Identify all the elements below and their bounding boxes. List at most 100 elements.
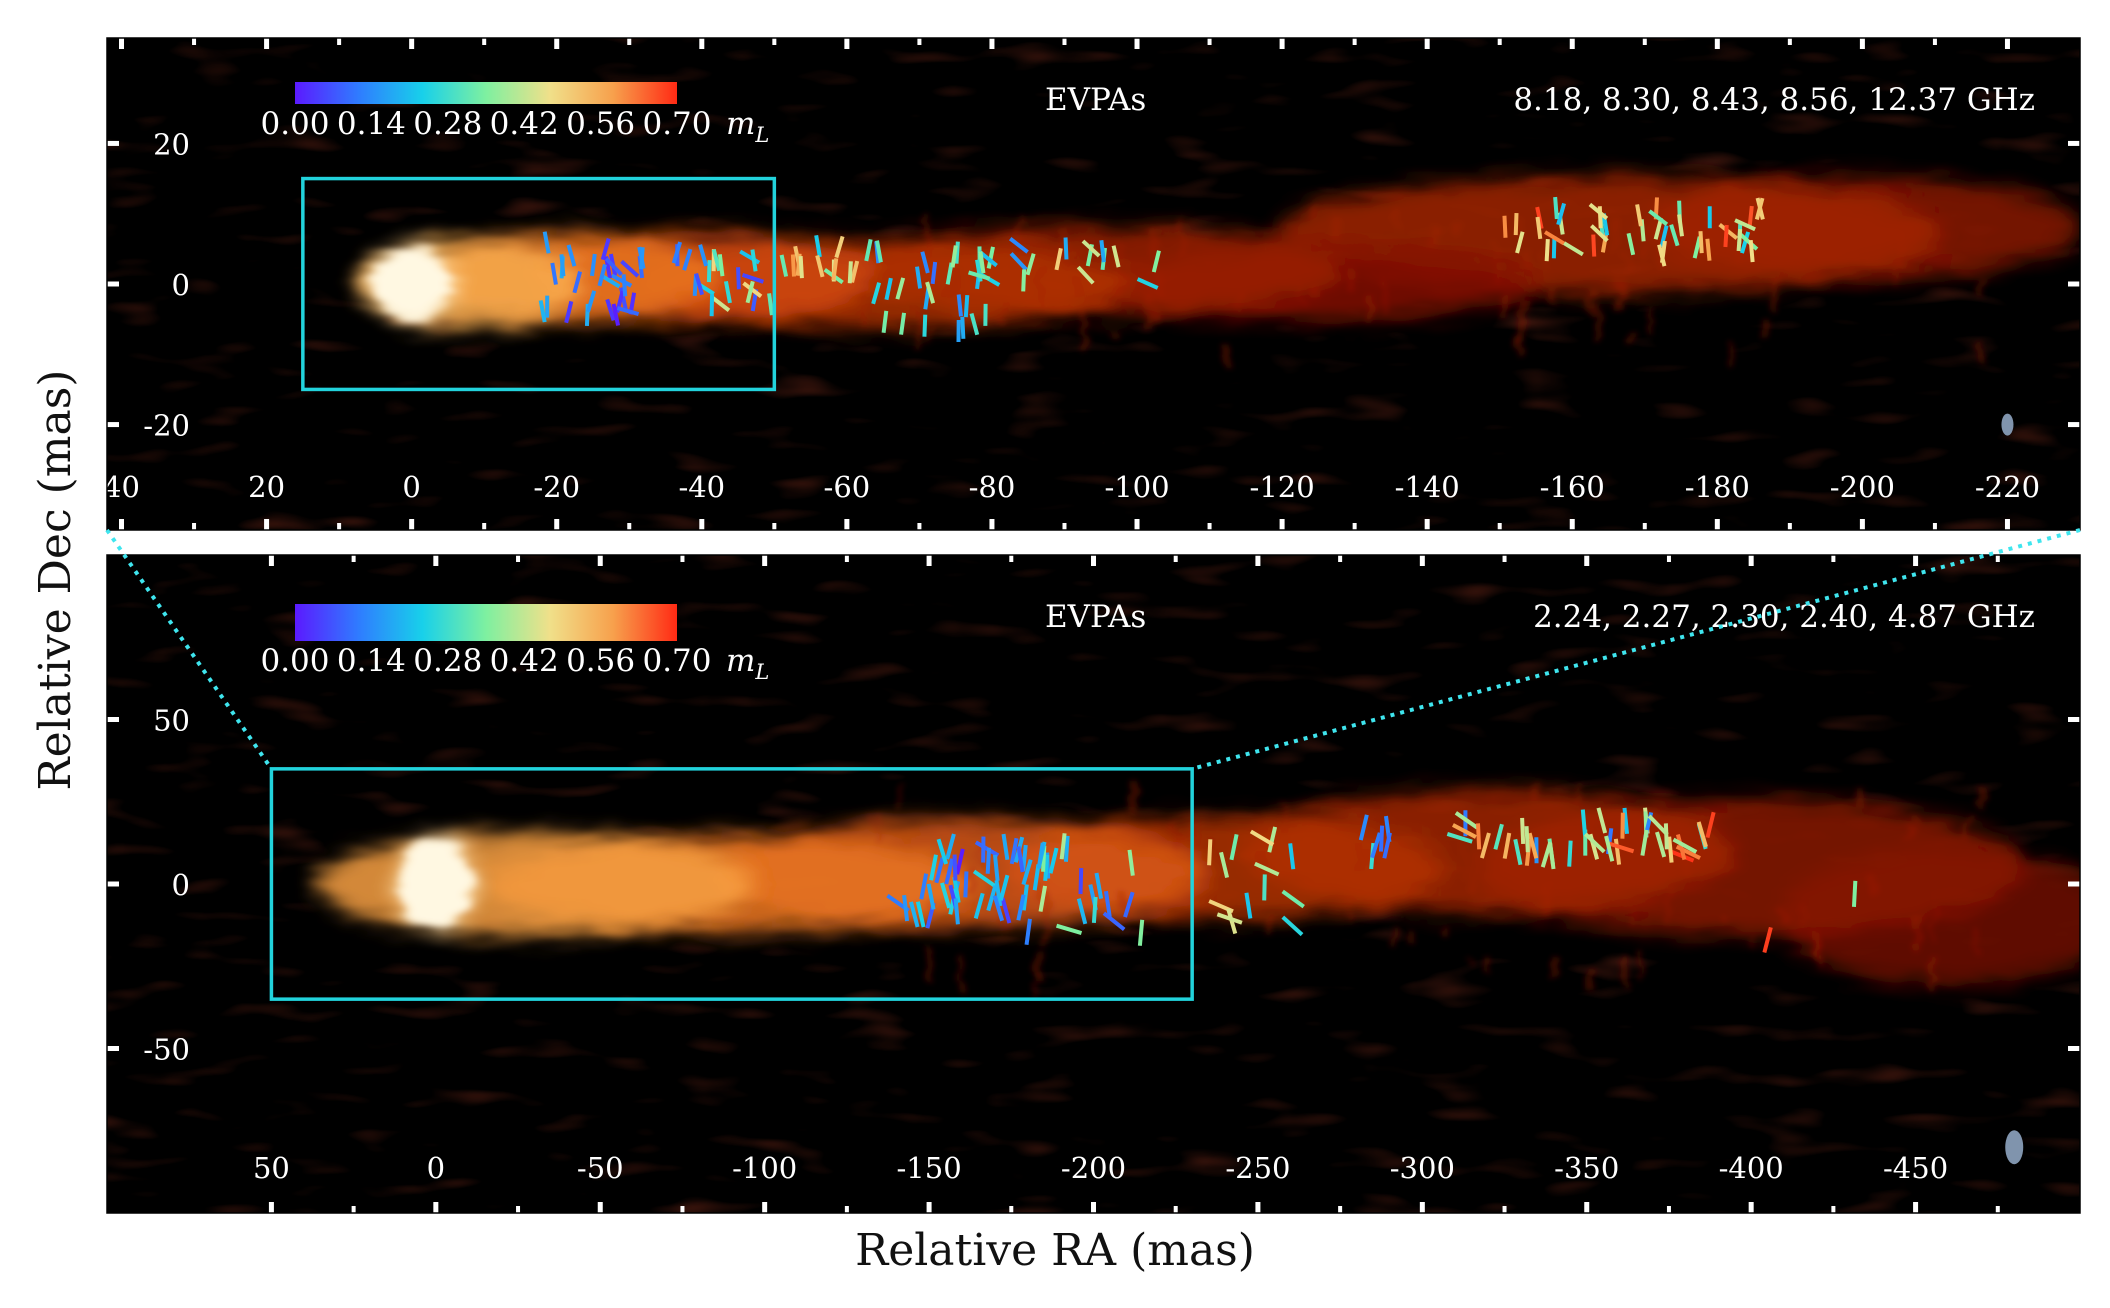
evpa-vector [1608, 841, 1635, 854]
y-tick-mark [107, 881, 119, 887]
jet-streak [880, 816, 885, 828]
jet-streak [1451, 222, 1460, 237]
zoom-region-box [269, 767, 1194, 1001]
x-minor-tick [1062, 523, 1067, 530]
jet-streak [1461, 843, 1466, 882]
jet-core [373, 248, 451, 320]
x-minor-tick [917, 523, 922, 530]
evpa-vector [973, 892, 985, 919]
evpa-vector [1370, 832, 1382, 859]
evpa-vector [1059, 833, 1067, 860]
x-tick-mark [1584, 555, 1590, 566]
x-tick-mark [844, 519, 850, 530]
x-minor-tick [1352, 38, 1357, 45]
x-minor-tick [192, 523, 197, 530]
x-tick-mark [433, 1202, 439, 1213]
evpa-vector [1382, 832, 1392, 859]
x-tick-mark [1134, 519, 1140, 530]
x-tick-mark [1279, 38, 1285, 49]
y-tick-mark [2068, 881, 2080, 887]
jet-streak [1611, 215, 1617, 250]
jet-streak [1348, 894, 1352, 920]
jet-streak [1814, 930, 1824, 964]
evpa-vector [694, 272, 705, 296]
evpa-vector [1655, 831, 1667, 858]
x-tick-mark [597, 1202, 603, 1213]
jet-streak [1895, 257, 1899, 288]
evpa-vector [589, 253, 597, 277]
x-tick-mark [1255, 555, 1261, 566]
jet-streak [1751, 935, 1756, 948]
evpa-vector [620, 259, 640, 278]
evpa-vector [1479, 832, 1491, 859]
y-tick-mark [2068, 717, 2080, 722]
x-minor-tick [1642, 38, 1647, 45]
zoom-connector-lines [105, 528, 2081, 771]
evpa-vector [1626, 232, 1636, 256]
x-minor-tick [1666, 555, 1671, 562]
x-tick-mark [1859, 519, 1865, 530]
jet-streak [1871, 871, 1879, 893]
y-axis-title: Relative Dec (mas) [30, 370, 81, 791]
x-minor-tick [772, 38, 777, 45]
colorbar-tick-label: 0.28 [413, 643, 482, 679]
evpa-vector [1723, 224, 1729, 248]
evpa-vector [1094, 872, 1104, 899]
y-tick-mark [107, 1046, 119, 1051]
jet-emission-blob [314, 832, 755, 936]
x-tick-label: -160 [1540, 470, 1605, 504]
evpa-vector [1556, 202, 1567, 226]
evpa-vector [915, 266, 923, 289]
x-tick-mark [433, 555, 439, 566]
y-tick-mark [2068, 422, 2080, 428]
x-minor-tick [1831, 1206, 1836, 1213]
bottom-colorbar-gradient [295, 604, 677, 641]
jet-streak [1347, 272, 1355, 292]
x-tick-label: -120 [1250, 470, 1315, 504]
jet-streak [1119, 890, 1128, 922]
jet-streak [1440, 925, 1449, 936]
jet-streak [1620, 282, 1626, 314]
evpa-vector [564, 300, 574, 324]
evpa-vector [969, 313, 980, 336]
evpa-vector [1851, 880, 1858, 907]
y-tick-mark [2068, 1046, 2080, 1051]
evpa-vector [1111, 245, 1121, 268]
x-tick-label: -450 [1883, 1151, 1948, 1185]
jet-streak [915, 311, 921, 347]
evpa-vector [1216, 912, 1243, 925]
evpa-vector [1535, 216, 1543, 240]
evpa-vector [950, 245, 958, 268]
evpa-vector [1063, 237, 1069, 260]
jet-streak [1223, 346, 1230, 369]
x-tick-label: -200 [1061, 1151, 1126, 1185]
colorbar-tick-label: 0.70 [642, 643, 711, 679]
jet-streak [1485, 956, 1491, 973]
jet-streak [1551, 959, 1560, 978]
x-tick-mark [762, 555, 768, 566]
evpa-vector [963, 871, 969, 898]
jet-streak [1043, 920, 1050, 945]
jet-streak [1667, 890, 1672, 927]
jet-streak [1168, 817, 1176, 830]
jet-streak [1526, 255, 1534, 268]
y-tick-mark [107, 422, 119, 428]
jet-streak [1173, 825, 1180, 852]
colorbar-tick-label: 0.56 [566, 106, 635, 142]
jet-streak [1312, 284, 1321, 300]
evpa-vector [1640, 829, 1649, 856]
zoom-connector-right [1191, 528, 2081, 771]
x-minor-tick [1932, 523, 1937, 530]
evpa-vector [1692, 236, 1702, 259]
evpa-vector [1262, 874, 1267, 901]
evpa-vector [616, 306, 640, 316]
evpa-vector [994, 880, 1003, 907]
evpa-vector [1102, 911, 1126, 932]
evpa-vector [1667, 836, 1674, 863]
x-tick-mark [926, 1202, 932, 1213]
jet-streak [1153, 306, 1159, 323]
evpa-vector [1136, 277, 1159, 290]
top-panel [355, 175, 2080, 369]
evpa-vector [1127, 849, 1135, 876]
jet-streak [1905, 820, 1914, 843]
